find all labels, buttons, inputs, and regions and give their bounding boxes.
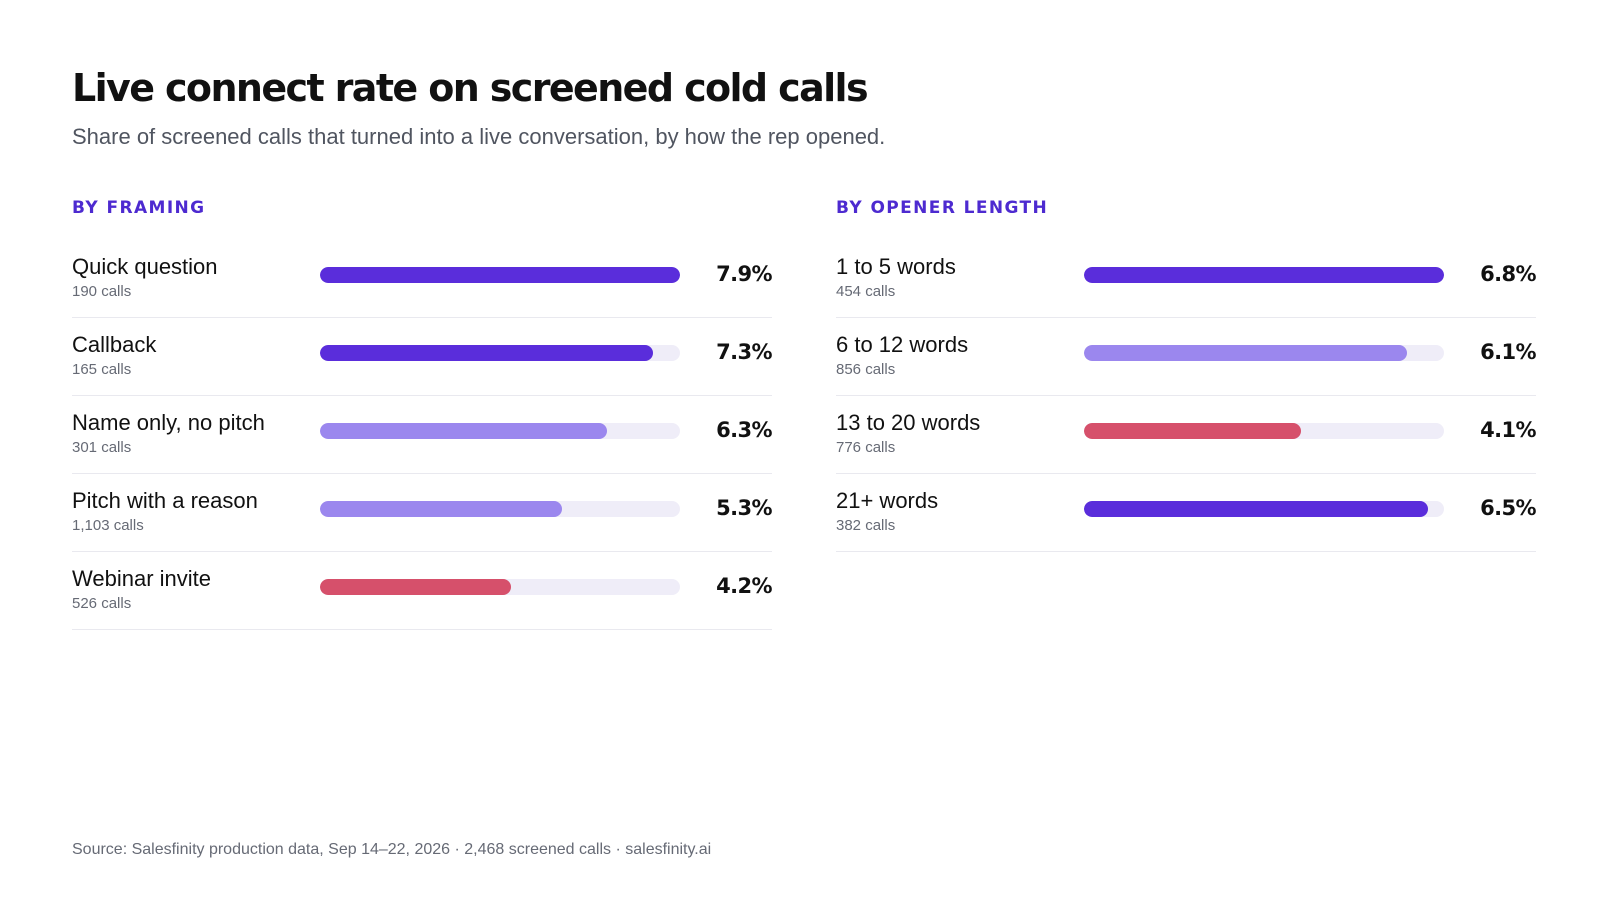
bar xyxy=(320,423,608,439)
value-label: 7.3% xyxy=(716,340,772,364)
bar-track xyxy=(320,579,680,595)
bar xyxy=(320,345,653,361)
bar-track xyxy=(1084,423,1444,439)
bar xyxy=(1084,501,1429,517)
source-note: Source: Salesfinity production data, Sep… xyxy=(72,841,712,858)
bar-track xyxy=(320,501,680,517)
opener-length-panel: BY OPENER LENGTH 1 to 5 words 454 calls 6.… xyxy=(836,196,1537,552)
framing-panel-title: BY FRAMING xyxy=(72,198,206,218)
category-label: 13 to 20 words xyxy=(836,410,981,435)
bar xyxy=(1084,345,1407,361)
bar-track xyxy=(320,267,680,283)
bar xyxy=(320,579,512,595)
call-count: 856 calls xyxy=(836,361,896,378)
call-count: 190 calls xyxy=(72,283,132,300)
value-label: 7.9% xyxy=(716,262,772,286)
bar-row: Webinar invite 526 calls 4.2% xyxy=(72,552,773,630)
bar-track xyxy=(320,345,680,361)
bar-row: Pitch with a reason 1,103 calls 5.3% xyxy=(72,474,773,552)
call-count: 776 calls xyxy=(836,439,896,456)
framing-rows: Quick question 190 calls 7.9% Callback 165 c… xyxy=(72,240,773,630)
bar xyxy=(1084,423,1302,439)
opener-length-rows: 1 to 5 words 454 calls 6.8% 6 to 12 words 85… xyxy=(836,240,1537,552)
bar-track xyxy=(1084,501,1444,517)
bar-track xyxy=(1084,267,1444,283)
category-label: 21+ words xyxy=(836,488,939,513)
bar xyxy=(320,501,562,517)
call-count: 454 calls xyxy=(836,283,896,300)
value-label: 6.3% xyxy=(716,418,772,442)
opener-length-panel-title: BY OPENER LENGTH xyxy=(836,198,1049,218)
value-label: 6.8% xyxy=(1480,262,1536,286)
category-label: Name only, no pitch xyxy=(72,410,265,435)
call-count: 382 calls xyxy=(836,517,896,534)
category-label: 6 to 12 words xyxy=(836,332,969,357)
category-label: Quick question xyxy=(72,254,218,279)
chart-subtitle: Share of screened calls that turned into… xyxy=(72,124,886,149)
call-count: 1,103 calls xyxy=(72,517,144,534)
bar xyxy=(320,267,680,283)
call-count: 165 calls xyxy=(72,361,132,378)
bar-track xyxy=(1084,345,1444,361)
bar-row: Name only, no pitch 301 calls 6.3% xyxy=(72,396,773,474)
bar xyxy=(1084,267,1444,283)
bar-row: Callback 165 calls 7.3% xyxy=(72,318,773,396)
bar-row: 6 to 12 words 856 calls 6.1% xyxy=(836,318,1537,396)
category-label: 1 to 5 words xyxy=(836,254,956,279)
value-label: 4.2% xyxy=(716,574,772,598)
bar-row: 1 to 5 words 454 calls 6.8% xyxy=(836,240,1537,318)
call-count: 301 calls xyxy=(72,439,132,456)
bar-row: Quick question 190 calls 7.9% xyxy=(72,240,773,318)
value-label: 6.5% xyxy=(1480,496,1536,520)
value-label: 5.3% xyxy=(716,496,772,520)
bar-row: 21+ words 382 calls 6.5% xyxy=(836,474,1537,552)
framing-panel: BY FRAMING Quick question 190 calls 7.9% Ca… xyxy=(72,196,773,630)
value-label: 4.1% xyxy=(1480,418,1536,442)
category-label: Callback xyxy=(72,332,157,357)
bar-track xyxy=(320,423,680,439)
bar-row: 13 to 20 words 776 calls 4.1% xyxy=(836,396,1537,474)
category-label: Pitch with a reason xyxy=(72,488,258,513)
call-count: 526 calls xyxy=(72,595,132,612)
chart-title: Live connect rate on screened cold calls xyxy=(72,66,869,110)
category-label: Webinar invite xyxy=(72,566,211,591)
value-label: 6.1% xyxy=(1480,340,1536,364)
